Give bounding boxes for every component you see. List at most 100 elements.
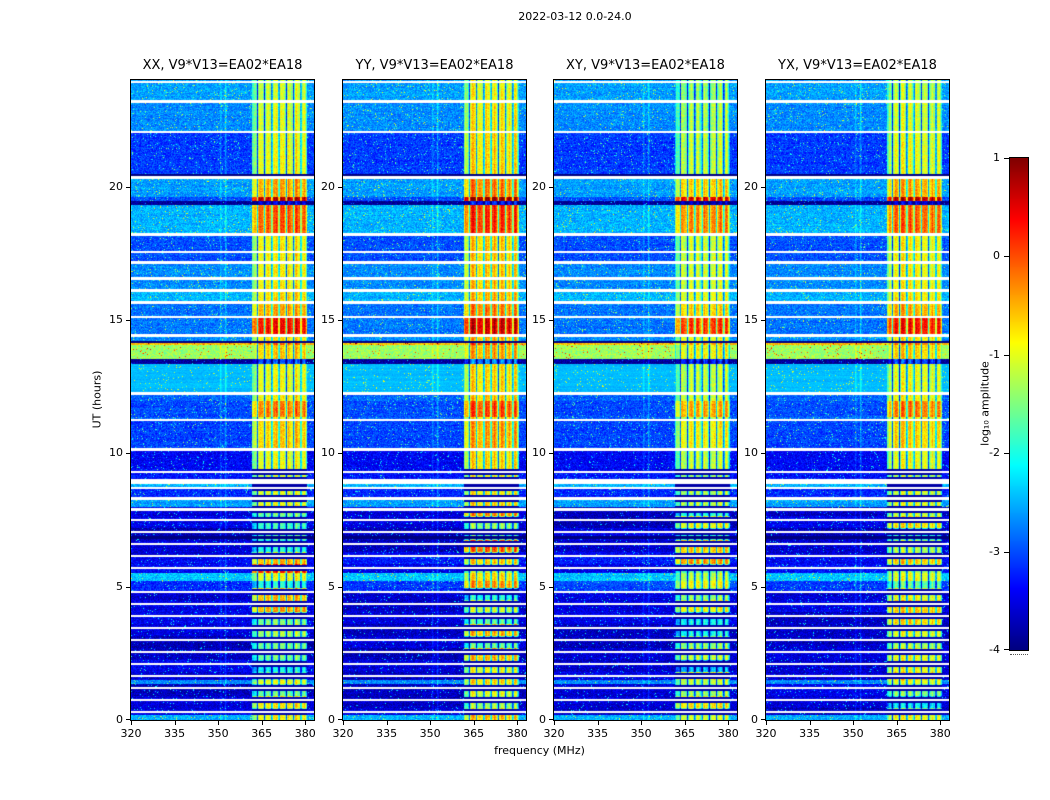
x-tick bbox=[218, 721, 220, 725]
colorbar-tick-label: 0 bbox=[993, 249, 1000, 263]
x-tick bbox=[728, 721, 730, 725]
y-tick-label: 0 bbox=[328, 713, 335, 726]
x-tick-label: 320 bbox=[120, 727, 142, 740]
y-tick bbox=[126, 453, 130, 455]
x-tick bbox=[684, 721, 686, 725]
colorbar-tick bbox=[1004, 453, 1009, 455]
x-tick-label: 380 bbox=[717, 727, 739, 740]
x-tick-label: 320 bbox=[543, 727, 565, 740]
x-tick-label: 365 bbox=[674, 727, 696, 740]
colorbar-canvas bbox=[1009, 157, 1029, 651]
x-tick-label: 365 bbox=[886, 727, 908, 740]
x-tick bbox=[853, 721, 855, 725]
x-tick-label: 380 bbox=[506, 727, 528, 740]
y-tick bbox=[338, 719, 342, 720]
spectrogram-canvas-2 bbox=[553, 79, 738, 721]
y-tick-label: 5 bbox=[328, 579, 335, 593]
x-tick bbox=[430, 721, 432, 725]
y-tick bbox=[126, 586, 130, 588]
x-tick-label: 350 bbox=[207, 727, 229, 740]
x-tick bbox=[305, 721, 307, 725]
colorbar-tick bbox=[1004, 158, 1009, 159]
panel-title: XX, V9*V13=EA02*EA18 bbox=[142, 58, 303, 73]
y-tick-label: 0 bbox=[539, 713, 546, 726]
y-tick-label: 0 bbox=[116, 713, 123, 726]
colorbar-tick bbox=[1004, 551, 1009, 553]
y-tick bbox=[549, 453, 553, 455]
y-tick bbox=[126, 186, 130, 188]
x-tick-label: 380 bbox=[929, 727, 951, 740]
x-tick bbox=[641, 721, 643, 725]
x-tick bbox=[554, 721, 555, 725]
x-tick-label: 350 bbox=[419, 727, 441, 740]
x-tick bbox=[809, 721, 811, 725]
y-tick bbox=[761, 320, 765, 321]
x-tick-label: 320 bbox=[332, 727, 354, 740]
y-tick-label: 15 bbox=[744, 313, 758, 326]
x-tick bbox=[766, 721, 767, 725]
y-tick-label: 10 bbox=[109, 446, 123, 460]
x-tick-label: 335 bbox=[799, 727, 821, 740]
x-tick bbox=[343, 721, 344, 725]
y-tick-label: 0 bbox=[751, 713, 758, 726]
y-tick bbox=[126, 320, 130, 321]
colorbar-tick bbox=[1004, 256, 1009, 258]
y-tick bbox=[761, 719, 765, 720]
y-tick-label: 10 bbox=[744, 446, 758, 460]
x-axis-label: frequency (MHz) bbox=[494, 744, 585, 757]
figure-title: 2022-03-12 0.0-24.0 bbox=[518, 10, 632, 23]
x-tick bbox=[174, 721, 176, 725]
y-tick-label: 20 bbox=[744, 179, 758, 193]
y-tick-label: 15 bbox=[532, 313, 546, 326]
x-tick-label: 335 bbox=[376, 727, 398, 740]
y-tick-label: 5 bbox=[539, 579, 546, 593]
colorbar-tick-label: 1 bbox=[993, 151, 1000, 164]
y-tick bbox=[761, 453, 765, 455]
x-tick-label: 350 bbox=[630, 727, 652, 740]
x-tick bbox=[896, 721, 898, 725]
y-tick-label: 10 bbox=[532, 446, 546, 460]
x-tick bbox=[261, 721, 263, 725]
y-tick bbox=[549, 719, 553, 720]
y-tick bbox=[549, 186, 553, 188]
x-tick-label: 380 bbox=[294, 727, 316, 740]
colorbar-tick-label: -4 bbox=[989, 643, 1000, 656]
y-tick-label: 10 bbox=[321, 446, 335, 460]
y-tick bbox=[761, 586, 765, 588]
panel-title: YY, V9*V13=EA02*EA18 bbox=[355, 58, 514, 73]
spectrogram-canvas-1 bbox=[342, 79, 527, 721]
colorbar-tick-label: -1 bbox=[989, 347, 1000, 361]
y-tick bbox=[338, 453, 342, 455]
colorbar-dotted-edge bbox=[1010, 654, 1028, 655]
y-tick bbox=[761, 186, 765, 188]
x-tick bbox=[517, 721, 519, 725]
x-tick bbox=[940, 721, 942, 725]
x-tick bbox=[386, 721, 388, 725]
x-tick-label: 320 bbox=[755, 727, 777, 740]
panel-title: XY, V9*V13=EA02*EA18 bbox=[566, 58, 725, 73]
y-tick-label: 20 bbox=[532, 179, 546, 193]
x-tick-label: 365 bbox=[463, 727, 485, 740]
colorbar-tick-label: -2 bbox=[989, 446, 1000, 460]
colorbar-tick bbox=[1004, 649, 1009, 650]
y-tick-label: 5 bbox=[116, 579, 123, 593]
y-tick-label: 15 bbox=[321, 313, 335, 326]
x-tick-label: 335 bbox=[587, 727, 609, 740]
colorbar-tick-label: -3 bbox=[989, 544, 1000, 558]
x-tick bbox=[597, 721, 599, 725]
y-tick bbox=[338, 320, 342, 321]
x-tick-label: 365 bbox=[251, 727, 273, 740]
y-tick-label: 20 bbox=[109, 179, 123, 193]
x-tick-label: 350 bbox=[842, 727, 864, 740]
y-tick-label: 15 bbox=[109, 313, 123, 326]
y-tick bbox=[338, 186, 342, 188]
y-tick-label: 5 bbox=[751, 579, 758, 593]
x-tick-label: 335 bbox=[164, 727, 186, 740]
y-tick bbox=[338, 586, 342, 588]
x-tick bbox=[473, 721, 475, 725]
x-tick bbox=[131, 721, 132, 725]
spectrogram-canvas-3 bbox=[765, 79, 950, 721]
y-axis-label: UT (hours) bbox=[90, 370, 104, 429]
y-tick bbox=[549, 320, 553, 321]
colorbar-tick bbox=[1004, 354, 1009, 356]
